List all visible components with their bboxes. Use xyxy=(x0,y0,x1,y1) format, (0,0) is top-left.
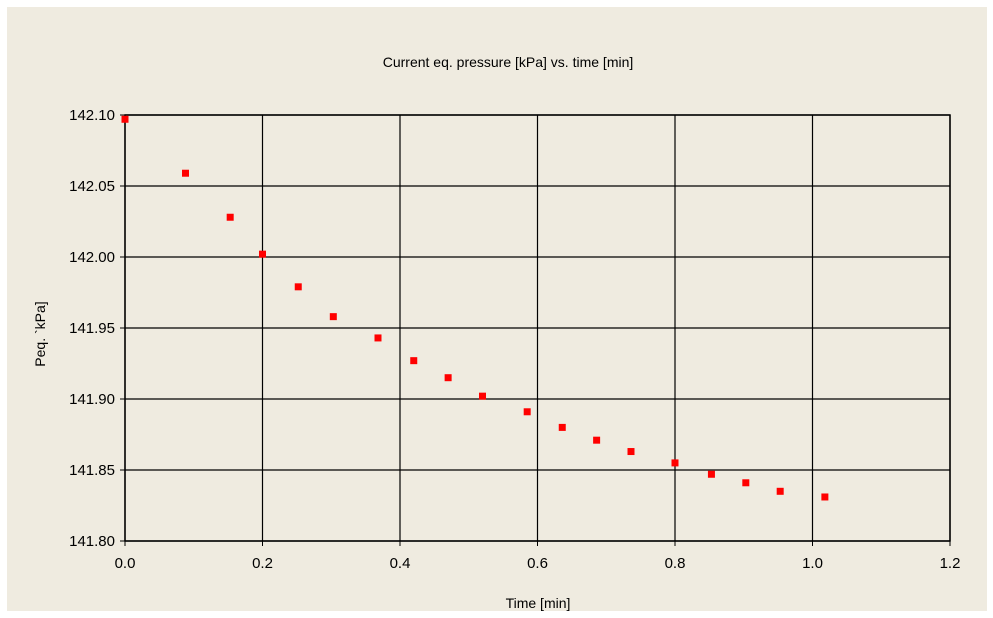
data-point xyxy=(742,479,750,487)
data-point xyxy=(523,408,531,416)
y-tick-label: 141.85 xyxy=(69,462,115,479)
x-tick-label: 1.2 xyxy=(940,555,961,572)
y-tick-label: 142.10 xyxy=(69,107,115,124)
y-tick-label: 141.80 xyxy=(69,533,115,550)
y-tick-label: 142.00 xyxy=(69,249,115,266)
data-point xyxy=(776,487,784,495)
x-tick-label: 0.4 xyxy=(390,555,411,572)
chart-panel: Current eq. pressure [kPa] vs. time [min… xyxy=(7,7,987,611)
data-point xyxy=(294,283,302,291)
plot-area: 0.0 0.2 0.4 0.6 0.8 1.0 1.2 141.80 141.85 141.90 1… xyxy=(69,107,960,572)
data-point xyxy=(259,250,266,258)
plot-border xyxy=(124,114,951,542)
data-point xyxy=(374,334,382,342)
data-point xyxy=(182,169,189,177)
data-point xyxy=(410,357,418,365)
data-point xyxy=(121,115,129,123)
data-point xyxy=(707,470,715,478)
data-point xyxy=(226,213,234,221)
data-point xyxy=(821,493,829,501)
y-tick-label: 141.90 xyxy=(69,391,115,408)
x-tick-label: 0.0 xyxy=(115,555,136,572)
data-point xyxy=(479,392,486,400)
y-axis-label: Peq. `kPa] xyxy=(32,301,48,366)
data-point xyxy=(671,459,679,467)
data-point xyxy=(627,448,635,456)
y-tick-label: 142.05 xyxy=(69,178,115,195)
scatter-chart: Current eq. pressure [kPa] vs. time [min… xyxy=(32,54,960,611)
data-point xyxy=(444,374,452,382)
x-tick-label: 0.2 xyxy=(252,555,273,572)
data-point xyxy=(593,436,601,444)
x-axis-label: Time [min] xyxy=(506,595,571,611)
chart-title: Current eq. pressure [kPa] vs. time [min… xyxy=(383,54,634,70)
data-point xyxy=(329,313,337,321)
y-tick-label: 141.95 xyxy=(69,320,115,337)
x-tick-label: 0.6 xyxy=(527,555,548,572)
x-tick-label: 1.0 xyxy=(802,555,823,572)
data-point xyxy=(558,423,566,431)
x-tick-label: 0.8 xyxy=(665,555,686,572)
